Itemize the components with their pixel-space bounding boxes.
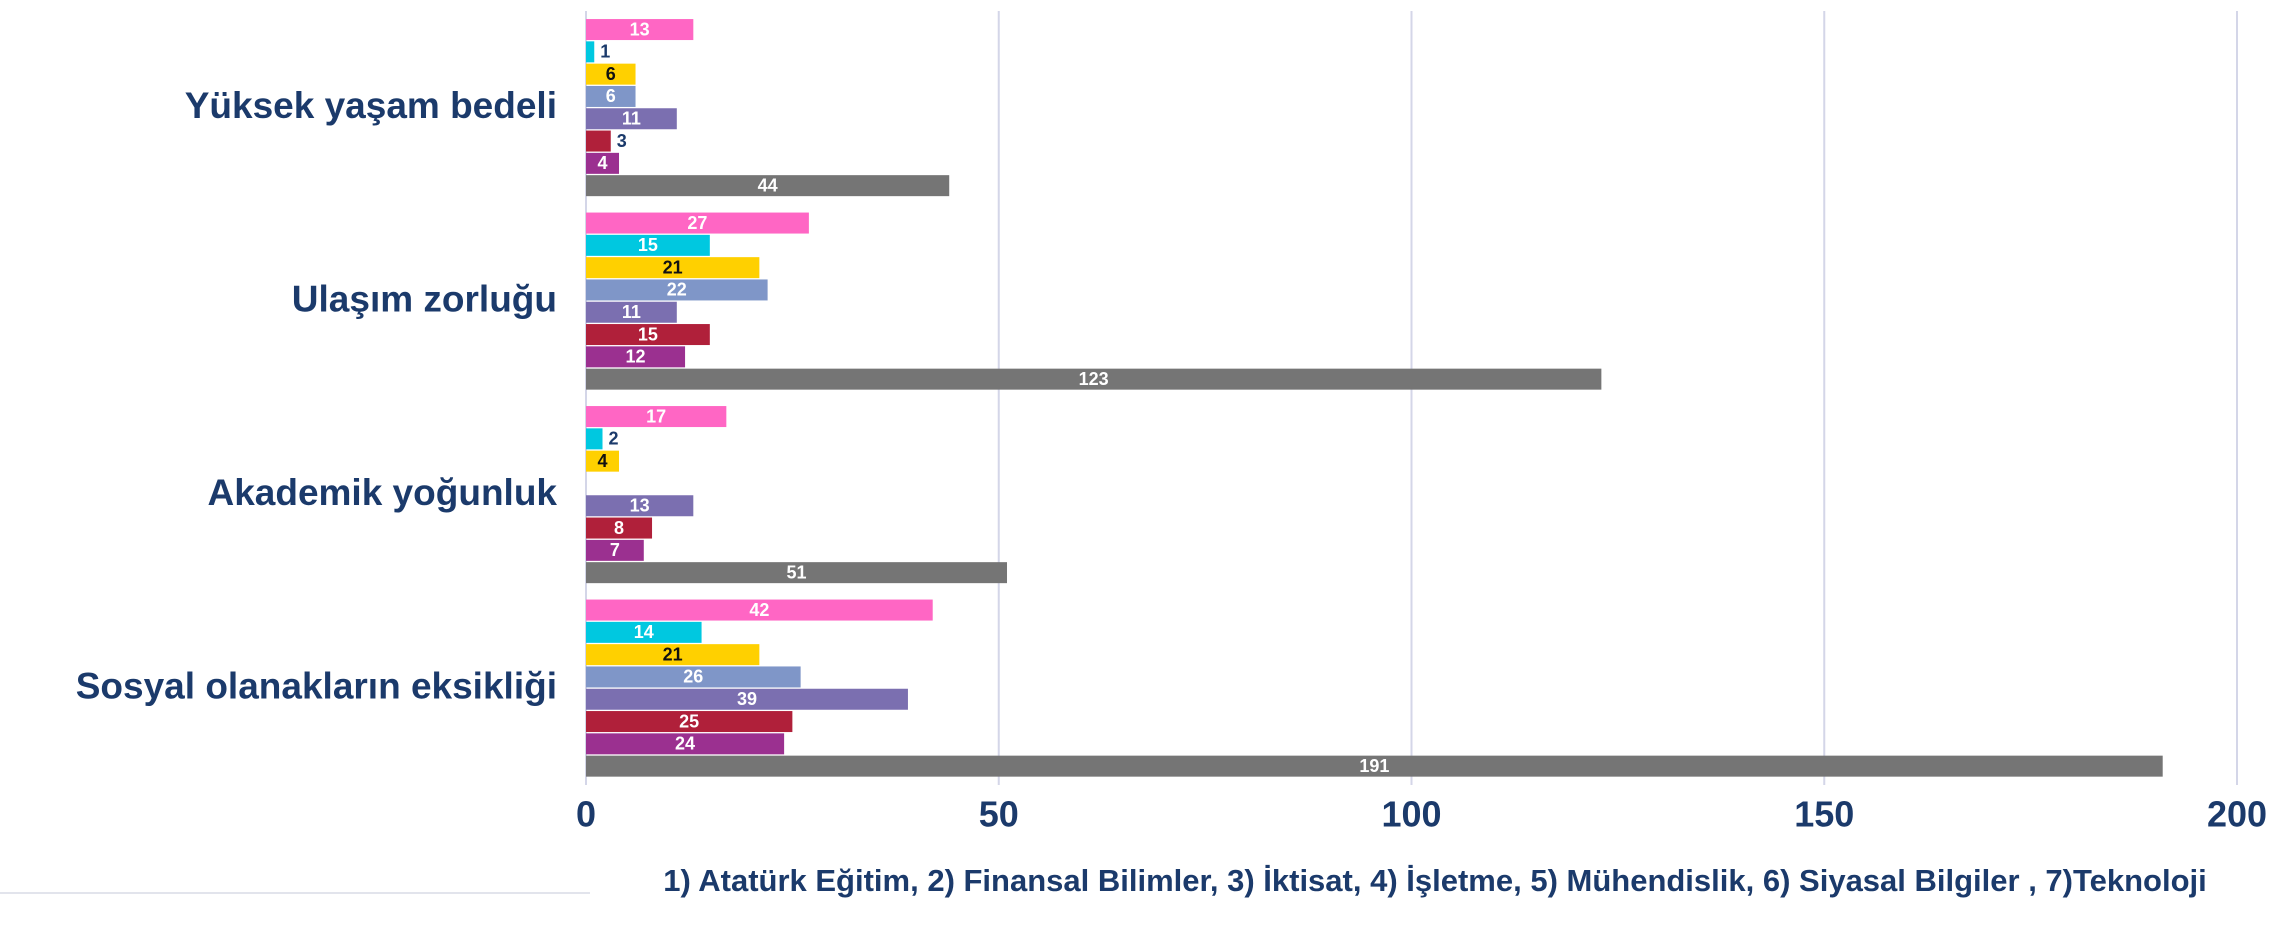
bar xyxy=(586,41,595,63)
x-tick-label: 50 xyxy=(979,794,1019,835)
bar xyxy=(586,688,908,710)
data-label: 11 xyxy=(622,302,641,322)
bar xyxy=(586,539,644,561)
category-label: Yüksek yaşam bedeli xyxy=(185,85,557,126)
bar xyxy=(586,234,710,256)
data-label: 27 xyxy=(687,213,707,233)
data-label: 6 xyxy=(606,64,616,84)
category-label: Ulaşım zorluğu xyxy=(292,279,557,320)
bar xyxy=(586,666,801,688)
data-label: 17 xyxy=(646,406,666,426)
bar xyxy=(586,19,694,41)
bar xyxy=(586,324,710,346)
x-tick-label: 0 xyxy=(576,794,596,835)
bar xyxy=(586,621,702,643)
category-label: Sosyal olanakların eksikliği xyxy=(76,666,557,707)
data-label: 3 xyxy=(617,131,627,151)
data-label: 24 xyxy=(675,734,695,754)
data-label: 44 xyxy=(758,175,778,195)
data-label: 1 xyxy=(600,42,610,62)
bar xyxy=(586,212,809,234)
data-label: 22 xyxy=(667,280,687,300)
data-label: 21 xyxy=(663,257,683,277)
data-label: 51 xyxy=(786,562,806,582)
bar xyxy=(586,450,620,472)
data-label: 15 xyxy=(638,324,658,344)
data-label: 191 xyxy=(1359,756,1389,776)
bar xyxy=(586,108,677,130)
data-label: 13 xyxy=(630,496,650,516)
data-label: 13 xyxy=(630,19,650,39)
data-label: 15 xyxy=(638,235,658,255)
bar xyxy=(586,301,677,323)
x-axis-title: 1) Atatürk Eğitim, 2) Finansal Bilimler,… xyxy=(663,863,2207,898)
bar xyxy=(586,733,785,755)
bar xyxy=(586,711,793,733)
bar xyxy=(586,63,636,85)
bar xyxy=(586,495,694,517)
bar xyxy=(586,130,611,152)
bar xyxy=(586,562,1008,584)
bar xyxy=(586,257,760,279)
x-tick-label: 100 xyxy=(1381,794,1441,835)
x-tick-label: 200 xyxy=(2207,794,2267,835)
bar xyxy=(586,368,1602,390)
bar xyxy=(586,279,768,301)
bar xyxy=(586,599,933,621)
data-label: 6 xyxy=(606,86,616,106)
bar xyxy=(586,406,727,428)
data-label: 123 xyxy=(1079,369,1109,389)
data-label: 14 xyxy=(634,622,654,642)
bar xyxy=(586,644,760,666)
data-label: 8 xyxy=(614,518,624,538)
data-label: 12 xyxy=(626,347,646,367)
bar xyxy=(586,517,653,539)
data-label: 2 xyxy=(609,429,619,449)
data-label: 21 xyxy=(663,644,683,664)
x-tick-label: 150 xyxy=(1794,794,1854,835)
category-label: Akademik yoğunluk xyxy=(207,472,557,513)
data-label: 4 xyxy=(598,153,608,173)
bar xyxy=(586,152,620,174)
data-label: 11 xyxy=(622,109,641,129)
bar xyxy=(586,346,686,368)
bar xyxy=(586,428,603,450)
data-label: 4 xyxy=(598,451,608,471)
data-label: 26 xyxy=(683,667,703,687)
data-label: 42 xyxy=(749,600,769,620)
bar xyxy=(586,85,636,107)
data-label: 39 xyxy=(737,689,757,709)
bar xyxy=(586,175,950,197)
data-label: 7 xyxy=(610,540,620,560)
bar xyxy=(586,755,2163,777)
data-label: 25 xyxy=(679,711,699,731)
